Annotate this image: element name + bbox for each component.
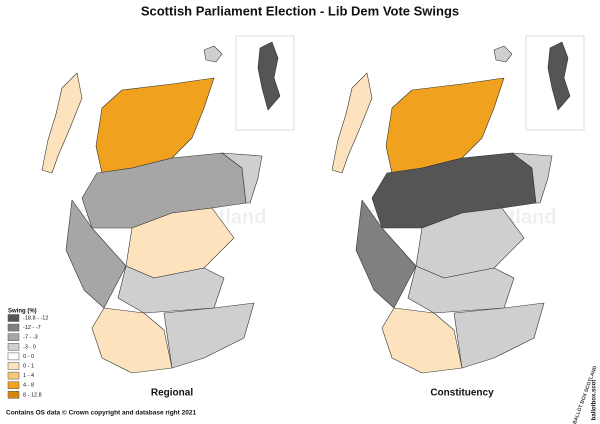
- footer: Contains OS data © Crown copyright and d…: [6, 409, 196, 417]
- legend-swatch: [7, 391, 20, 399]
- orkney: [493, 45, 513, 63]
- borders: [453, 302, 545, 369]
- western-isles: [41, 72, 83, 174]
- highlands-north: [95, 77, 215, 174]
- legend-swatch: [7, 362, 20, 370]
- legend-label: 1 - 4: [23, 373, 34, 379]
- borders: [163, 302, 255, 369]
- legend-swatch: [7, 314, 20, 322]
- central-highlands: [81, 152, 247, 229]
- legend-swatch: [7, 381, 20, 389]
- legend-label: 8 - 12.8: [23, 392, 42, 398]
- legend-label: 4 - 8: [23, 383, 34, 389]
- legend-label: 0 - 0: [23, 354, 34, 360]
- legend-swatch: [7, 352, 20, 361]
- central-belt: [117, 265, 225, 314]
- shetland: [257, 41, 281, 111]
- orkney: [203, 45, 223, 63]
- legend-label: -12 - -7: [23, 325, 41, 331]
- logo-url: ballotbox.scot: [592, 380, 598, 421]
- central-belt: [407, 265, 515, 314]
- inset-frame: [525, 35, 585, 131]
- legend-label: -7 - -3: [23, 335, 38, 341]
- western-isles: [331, 72, 373, 174]
- legend-title: Swing (%): [8, 309, 37, 315]
- legend-label: -3 - 0: [23, 344, 36, 350]
- legend-label: 0 - 1: [23, 363, 34, 369]
- south-west: [91, 307, 173, 374]
- legend-swatch: [7, 343, 20, 351]
- legend-swatch: [7, 333, 20, 341]
- legend-swatch: [7, 371, 20, 380]
- inset-frame: [235, 35, 295, 131]
- north-east: [221, 152, 263, 204]
- shetland: [547, 41, 571, 111]
- map-label: Constituency: [430, 388, 494, 399]
- central-highlands: [371, 152, 537, 229]
- map-label: Regional: [151, 388, 193, 399]
- north-east: [511, 152, 553, 204]
- title: Scottish Parliament Election - Lib Dem V…: [141, 3, 459, 18]
- highlands-north: [385, 77, 505, 174]
- legend-swatch: [7, 323, 20, 332]
- legend-label: -18.8 - -12: [23, 315, 48, 321]
- south-west: [381, 307, 463, 374]
